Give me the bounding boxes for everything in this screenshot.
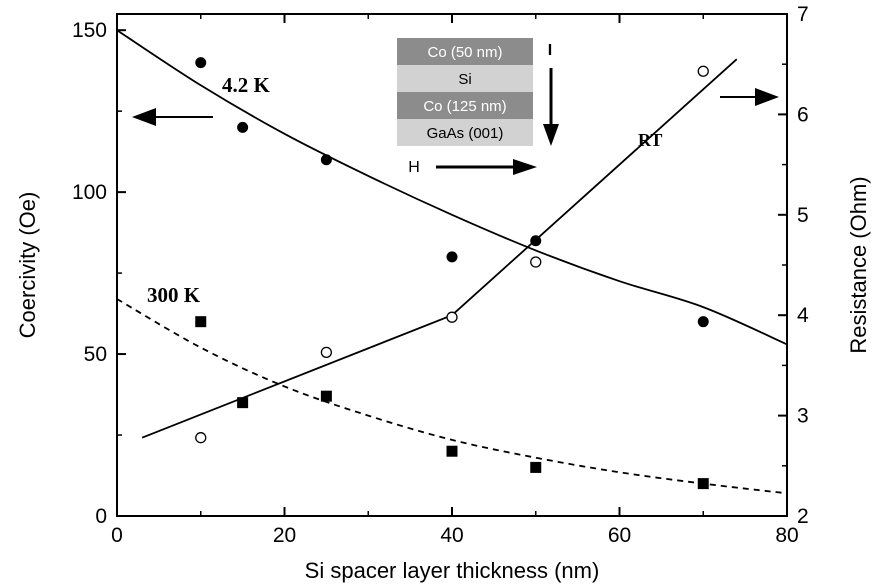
y-right-axis-title: Resistance (Ohm) [846,176,871,353]
y-left-tick-label: 50 [84,343,107,366]
layer-si-label: Si [458,71,471,88]
data-point-filled-circle [320,154,332,166]
x-axis-title: Si spacer layer thickness (nm) [305,558,600,583]
x-tick-label: 20 [273,524,296,547]
data-point-filled-square [195,316,207,328]
field-label: H [408,159,420,176]
y-right-tick-label: 3 [797,405,809,428]
layer-co-125nm-label: Co (125 nm) [423,98,506,115]
data-markers [195,57,709,490]
layer-gaas [397,119,533,146]
y-left-tick-label: 150 [72,19,107,42]
y-right-tick-label: 5 [797,204,809,227]
layer-stack-inset: Co (50 nm) Si Co (125 nm) GaAs (001) [397,38,533,146]
right-axis-arrow [720,88,779,106]
x-tick-label: 40 [440,524,463,547]
layer-co-50nm-label: Co (50 nm) [427,44,502,61]
current-label: I [548,42,552,59]
x-tick-label: 60 [608,524,631,547]
data-point-open-circle [697,65,709,77]
field-arrow [436,159,537,175]
layer-co-125nm [397,92,533,119]
y-left-tick-label: 100 [72,181,107,204]
y-right-tick-label: 6 [797,103,809,126]
data-point-filled-circle [530,235,542,247]
data-point-filled-circle [446,251,458,263]
data-point-open-circle [446,311,458,323]
y-left-axis-title: Coercivity (Oe) [15,192,40,339]
x-tick-label: 80 [775,524,798,547]
layer-co-50nm [397,38,533,65]
fit-curve-0 [116,29,788,346]
data-point-filled-square [530,461,542,473]
data-point-filled-circle [697,316,709,328]
y-right-tick-label: 2 [797,505,809,528]
data-point-filled-square [320,390,332,402]
axis-tick-labels: 0 20 40 60 80 0 50 100 150 2 3 4 5 6 7 [72,3,809,547]
label-300k: 300 K [147,283,201,307]
left-axis-arrow [132,108,213,126]
data-point-open-circle [195,432,207,444]
data-point-filled-circle [237,121,249,133]
data-point-filled-square [237,397,249,409]
data-point-filled-circle [195,57,207,69]
x-tick-label: 0 [111,524,123,547]
y-left-tick-label: 0 [95,505,107,528]
data-point-open-circle [320,346,333,358]
fit-curve-1 [116,298,788,495]
layer-gaas-label: GaAs (001) [427,125,504,142]
data-point-filled-square [446,445,458,457]
y-right-tick-label: 4 [797,304,809,327]
data-point-filled-square [697,478,709,490]
y-right-tick-label: 7 [797,3,809,26]
current-arrow [543,68,559,146]
label-rt: RT [638,130,662,150]
data-point-open-circle [530,256,542,268]
layer-si [397,65,533,92]
label-4-2k: 4.2 K [222,73,271,97]
axis-ticks [116,13,788,517]
